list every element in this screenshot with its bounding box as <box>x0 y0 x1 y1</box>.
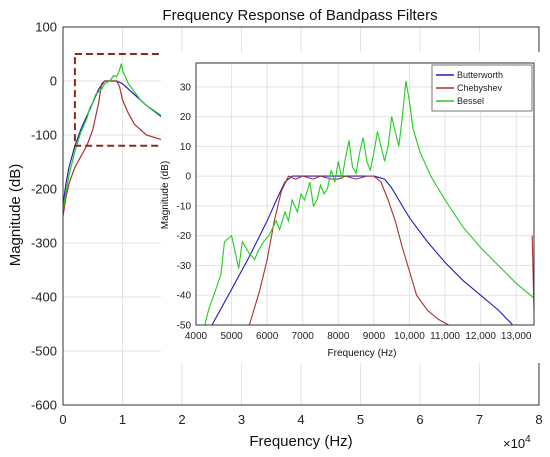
main-y-tick-label: -400 <box>31 290 57 305</box>
x-multiplier-base: ×10 <box>503 436 525 451</box>
main-x-axis-label: Frequency (Hz) <box>249 433 352 450</box>
inset-series-line <box>248 175 449 326</box>
inset-y-tick-label: -50 <box>177 321 192 332</box>
main-y-tick-label: -200 <box>31 182 57 197</box>
zoom-region-rect <box>73 53 166 147</box>
inset-y-tick-label: -10 <box>177 201 192 212</box>
inset-y-tick-labels: -50 -40 -30 -20 -10 0 10 20 30 <box>177 82 192 331</box>
main-y-tick-label: -100 <box>31 128 57 143</box>
inset-x-tick-label: 7000 <box>292 331 315 342</box>
inset-y-tick-label: 0 <box>185 172 191 183</box>
main-y-tick-label: -600 <box>31 398 57 413</box>
inset-x-tick-labels: 4000 5000 6000 7000 8000 9000 10,000 11,000 12,0… <box>185 331 532 342</box>
inset-series <box>204 80 535 326</box>
main-x-tick-label: 3 <box>238 412 245 427</box>
main-x-tick-label: 6 <box>416 412 423 427</box>
inset-series-line <box>204 80 535 326</box>
chart-title: Frequency Response of Bandpass Filters <box>162 7 437 24</box>
zoom-box <box>73 53 166 147</box>
inset-y-tick-label: -40 <box>177 291 192 302</box>
inset-plot-frame <box>195 62 535 326</box>
inset-y-axis-label: Magnitude (dB) <box>160 161 171 229</box>
legend-entry: Bessel <box>457 96 484 106</box>
inset-x-tick-label: 10,000 <box>394 331 425 342</box>
main-x-tick-label: 0 <box>59 412 66 427</box>
main-y-tick-label: 0 <box>50 74 57 89</box>
main-x-tick-label: 8 <box>535 412 542 427</box>
main-x-tick-label: 5 <box>357 412 364 427</box>
main-y-axis-label: Magnitude (dB) <box>7 164 24 267</box>
inset-x-tick-label: 4000 <box>185 331 208 342</box>
main-y-tick-label: 100 <box>35 20 57 35</box>
inset-x-axis-label: Frequency (Hz) <box>328 348 397 359</box>
inset-x-tick-label: 12,000 <box>465 331 496 342</box>
main-x-tick-label: 1 <box>119 412 126 427</box>
inset-x-tick-label: 11,000 <box>430 331 460 342</box>
inset-legend: Butterworth Chebyshev Bessel <box>431 64 533 112</box>
inset-x-tick-label: 9000 <box>363 331 386 342</box>
main-x-tick-label: 2 <box>178 412 185 427</box>
inset-y-tick-label: 30 <box>180 82 192 93</box>
main-y-tick-label: -300 <box>31 236 57 251</box>
x-multiplier: ×104 <box>503 434 531 451</box>
x-multiplier-exponent: 4 <box>525 434 531 445</box>
inset-x-tick-label: 13,000 <box>501 331 532 342</box>
inset-x-tick-label: 6000 <box>256 331 279 342</box>
legend-entry: Chebyshev <box>457 83 503 93</box>
legend-entry: Butterworth <box>457 70 503 80</box>
inset-x-tick-label: 5000 <box>220 331 243 342</box>
inset-x-tick-label: 8000 <box>327 331 350 342</box>
main-x-tick-label: 4 <box>297 412 304 427</box>
inset-y-tick-label: 10 <box>180 142 192 153</box>
main-y-tick-label: -500 <box>31 344 57 359</box>
inset-y-tick-label: -20 <box>177 231 192 242</box>
inset-y-tick-label: 20 <box>180 112 192 123</box>
main-x-tick-labels: 0 1 2 3 4 5 6 7 8 <box>59 412 542 427</box>
main-x-tick-label: 7 <box>476 412 483 427</box>
inset-chart: 4000 5000 6000 7000 8000 9000 10,000 11,000 12,0… <box>160 52 542 363</box>
main-y-tick-labels: -600 -500 -400 -300 -200 -100 0 100 <box>31 20 57 413</box>
inset-y-tick-label: -30 <box>177 261 192 272</box>
